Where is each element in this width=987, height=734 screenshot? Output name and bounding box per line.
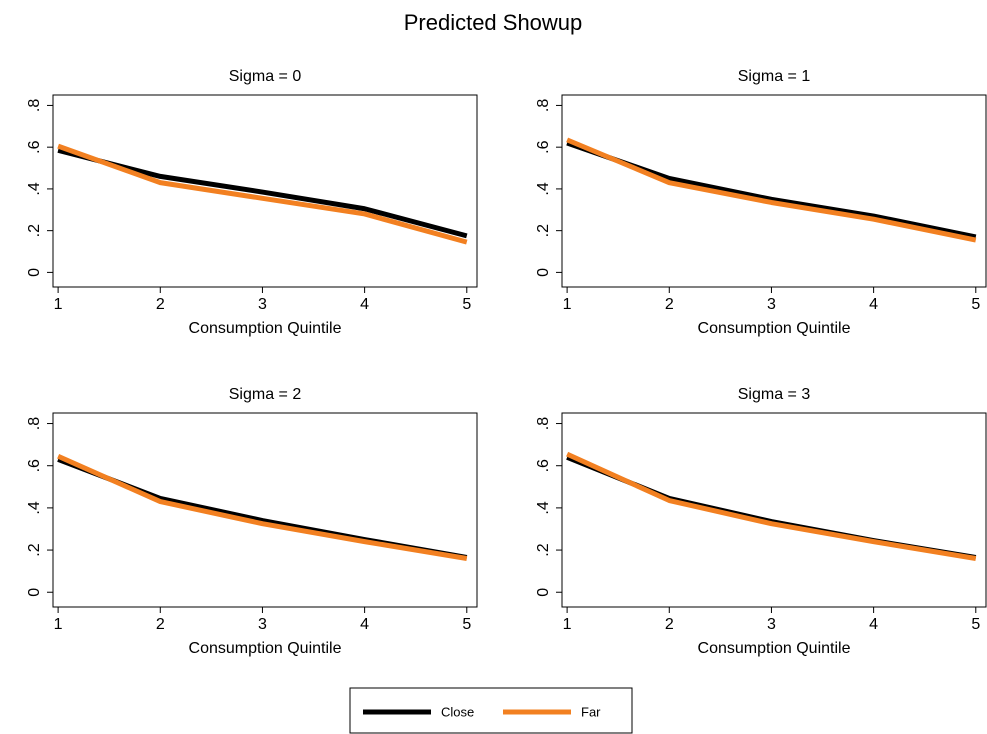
y-tick-label: .2 [26,224,43,237]
x-tick-label: 4 [360,616,369,633]
x-tick-label: 2 [665,616,674,633]
x-tick-label: 2 [156,296,165,313]
y-tick-label: .2 [26,543,43,556]
y-tick-label: 0 [535,588,552,597]
y-tick-label: .6 [26,140,43,153]
series-line [566,137,977,243]
x-tick-label: 3 [767,616,776,633]
x-tick-label: 5 [971,616,980,633]
y-tick-label: .8 [535,417,552,430]
x-tick-label: 3 [767,296,776,313]
y-tick-label: .2 [535,543,552,556]
y-tick-label: .4 [535,182,552,195]
series-line [566,451,977,561]
x-axis-label: Consumption Quintile [698,640,851,657]
x-tick-label: 2 [665,296,674,313]
y-tick-label: 0 [26,268,43,277]
x-tick-label: 1 [563,296,572,313]
x-tick-label: 5 [462,616,471,633]
x-tick-label: 4 [869,616,878,633]
plot-frame [52,94,478,288]
legend-label: Close [441,704,474,719]
series-line [57,147,468,239]
y-tick-label: .4 [26,182,43,195]
x-tick-label: 5 [971,296,980,313]
y-tick-label: .6 [535,459,552,472]
x-tick-label: 2 [156,616,165,633]
subplot-title: Sigma = 1 [738,68,811,85]
y-tick-label: .6 [535,140,552,153]
y-tick-label: .8 [26,417,43,430]
y-tick-label: 0 [26,588,43,597]
y-tick-label: .4 [26,501,43,514]
y-tick-label: .4 [535,501,552,514]
y-tick-label: .2 [535,224,552,237]
y-tick-label: .6 [26,459,43,472]
series-line [57,143,468,245]
y-tick-label: .8 [535,99,552,112]
x-tick-label: 4 [869,296,878,313]
figure-title: Predicted Showup [404,10,583,35]
x-tick-label: 4 [360,296,369,313]
subplot-title: Sigma = 3 [738,386,811,403]
subplot-title: Sigma = 0 [229,68,302,85]
y-tick-label: 0 [535,268,552,277]
x-axis-label: Consumption Quintile [189,640,342,657]
plot-frame [52,412,478,608]
x-tick-label: 3 [258,616,267,633]
x-axis-label: Consumption Quintile [189,320,342,337]
subplot-title: Sigma = 2 [229,386,302,403]
plot-frame [561,412,987,608]
x-tick-label: 1 [54,616,63,633]
x-tick-label: 1 [54,296,63,313]
legend-label: Far [581,704,601,719]
x-tick-label: 1 [563,616,572,633]
x-tick-label: 5 [462,296,471,313]
x-tick-label: 3 [258,296,267,313]
plot-frame [561,94,987,288]
y-tick-label: .8 [26,99,43,112]
x-axis-label: Consumption Quintile [698,320,851,337]
series-line [57,453,468,561]
